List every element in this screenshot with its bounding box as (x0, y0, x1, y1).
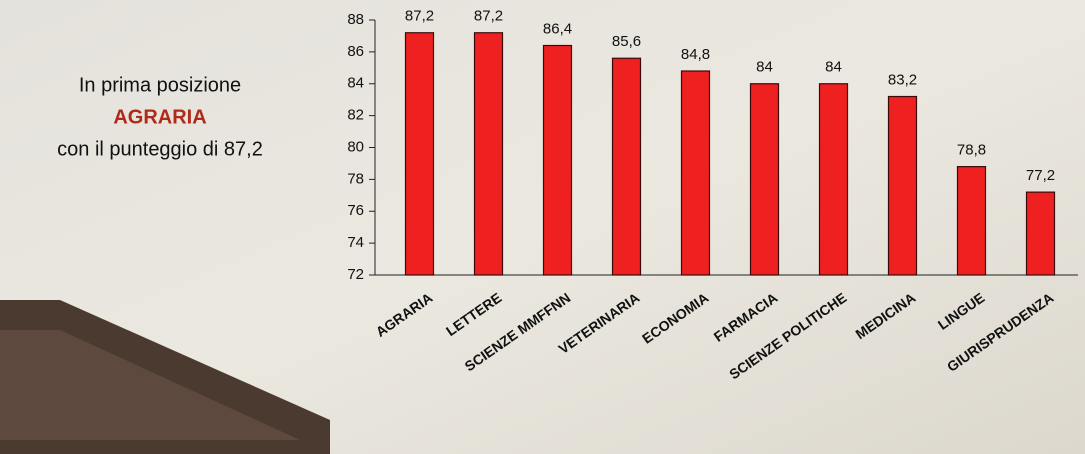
value-label: 86,4 (543, 20, 572, 37)
y-tick-label: 84 (347, 75, 364, 92)
y-tick-label: 86 (347, 43, 364, 60)
value-label: 84,8 (681, 46, 710, 63)
y-tick-label: 74 (347, 234, 364, 251)
bar (749, 83, 780, 276)
y-tick-label: 80 (347, 138, 364, 155)
bar (887, 95, 918, 276)
bar (1025, 191, 1056, 276)
bar (611, 57, 642, 276)
y-tick-label: 82 (347, 107, 364, 124)
value-label: 84 (825, 59, 842, 76)
value-label: 77,2 (1026, 167, 1055, 184)
bar (404, 32, 435, 276)
value-label: 84 (756, 59, 773, 76)
bar (818, 83, 849, 276)
bar (473, 32, 504, 276)
bar (542, 44, 573, 276)
annotation: con il punteggio di 87,2 (57, 138, 263, 160)
value-label: 87,2 (474, 8, 503, 25)
annotation-highlight: AGRARIA (113, 106, 206, 128)
y-tick-label: 76 (347, 202, 364, 219)
value-label: 85,6 (612, 33, 641, 50)
value-label: 83,2 (888, 71, 917, 88)
bar (680, 70, 711, 276)
building-detail (0, 330, 300, 440)
bar (956, 166, 987, 276)
value-label: 87,2 (405, 8, 434, 25)
value-label: 78,8 (957, 142, 986, 159)
y-tick-label: 78 (347, 170, 364, 187)
y-tick-label: 72 (347, 266, 364, 283)
annotation: In prima posizione (79, 74, 241, 96)
y-tick-label: 88 (347, 11, 364, 28)
